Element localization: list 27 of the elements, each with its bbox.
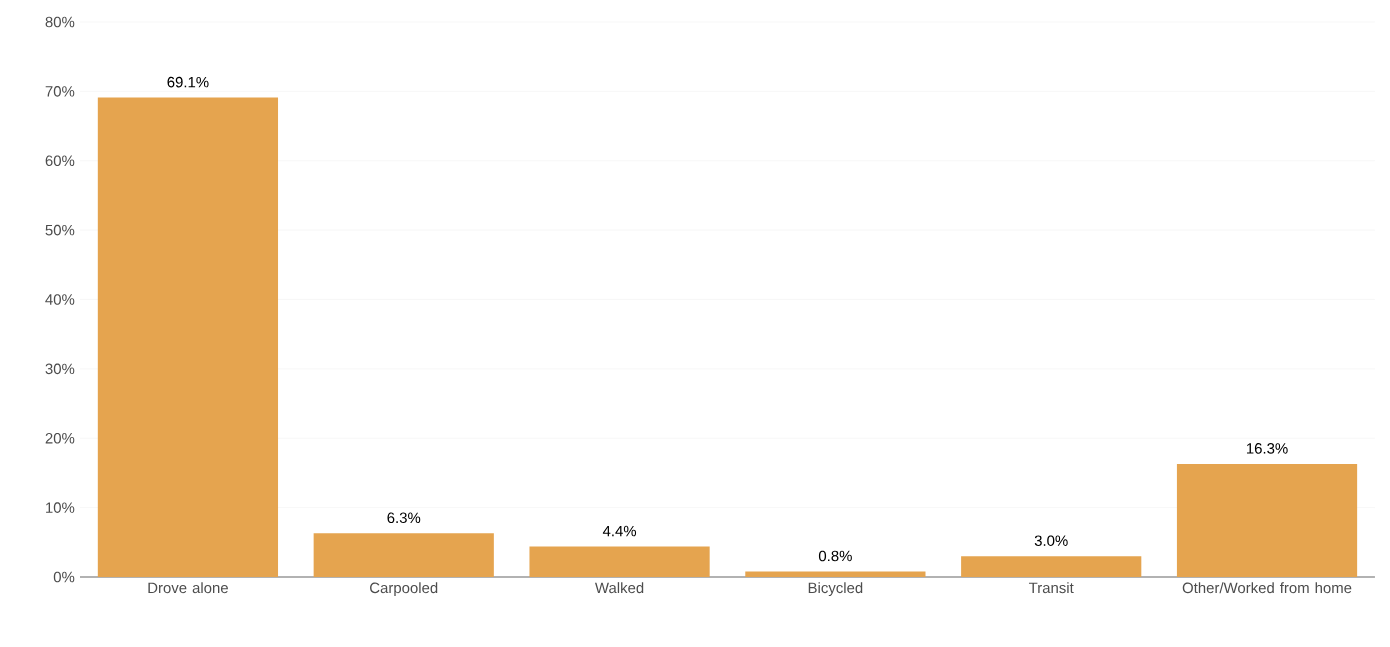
- y-tick-label: 40%: [45, 294, 75, 305]
- data-label: 4.4%: [602, 525, 637, 537]
- y-tick-label: 70%: [45, 86, 75, 97]
- x-tick-label: Drove alone: [148, 582, 228, 594]
- y-tick-label: 60%: [45, 155, 75, 167]
- x-tick-label: Bicycled: [808, 582, 863, 597]
- data-label: 6.3%: [387, 512, 421, 524]
- bar: [97, 97, 279, 577]
- x-tick-label: Transit: [1028, 582, 1074, 594]
- data-label: 16.3%: [1246, 443, 1288, 454]
- y-tick-label: 10%: [46, 502, 75, 513]
- bar: [745, 571, 926, 577]
- x-tick-label: Carpooled: [370, 582, 438, 597]
- data-label: 69.1%: [167, 76, 209, 88]
- bar: [1176, 463, 1358, 577]
- bar: [961, 556, 1142, 577]
- y-tick-label: 20%: [45, 432, 75, 444]
- bar: [529, 546, 710, 577]
- data-label: 3.0%: [1034, 535, 1068, 546]
- bar: [313, 533, 494, 577]
- y-tick-label: 50%: [45, 224, 75, 236]
- y-tick-label: 30%: [45, 363, 75, 375]
- y-tick-label: 80%: [45, 16, 75, 28]
- data-label: 0.8%: [818, 550, 852, 562]
- y-tick-label: 0%: [53, 571, 75, 583]
- x-tick-label: Other/Worked from home: [1182, 582, 1352, 594]
- x-tick-label: Walked: [594, 582, 644, 594]
